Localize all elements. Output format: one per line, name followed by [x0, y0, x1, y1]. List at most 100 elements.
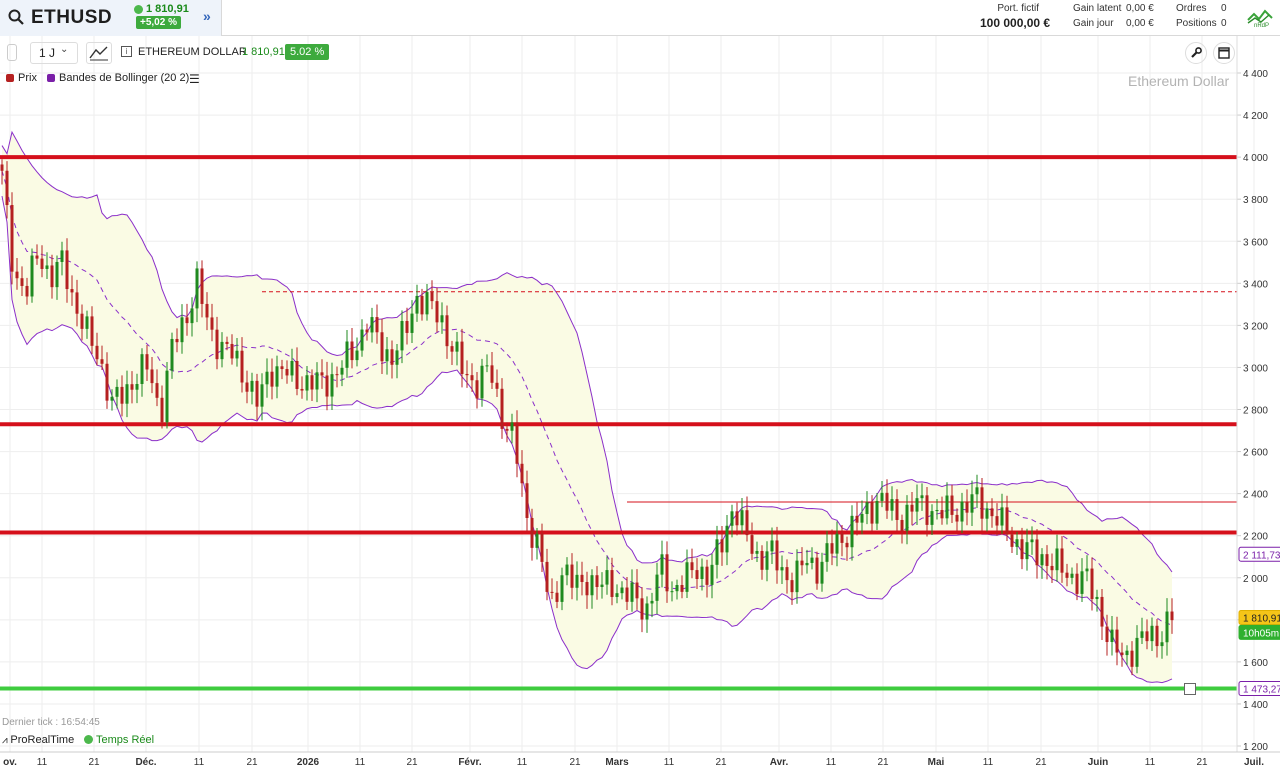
- candle-body: [850, 515, 854, 548]
- y-tick-label: 4 000: [1243, 153, 1268, 164]
- settings-button[interactable]: [1185, 42, 1207, 64]
- info-icon[interactable]: i: [121, 46, 132, 57]
- symbol-change-badge: +5,02 %: [136, 16, 181, 29]
- candle-body: [635, 582, 639, 599]
- bollinger-fill: [2, 132, 1172, 683]
- legend-item-bollinger[interactable]: Bandes de Bollinger (20 2): [47, 72, 189, 84]
- app-logo[interactable]: nRdP: [1245, 4, 1277, 32]
- candle-body: [735, 511, 739, 526]
- scroll-to-end-button[interactable]: [1184, 683, 1196, 695]
- candle-body: [105, 363, 109, 401]
- candle-body: [415, 295, 419, 314]
- candle-body: [295, 360, 299, 389]
- symbol-box[interactable]: ETHUSD 1 810,91 +5,02 % »: [0, 0, 222, 36]
- expand-chevron-icon[interactable]: »: [203, 8, 211, 24]
- legend-item-price[interactable]: Prix: [6, 72, 37, 84]
- legend-bollinger-swatch: [47, 74, 55, 83]
- candle-body: [430, 292, 434, 302]
- horizontal-lines: [0, 155, 1237, 691]
- candle-body: [560, 575, 564, 602]
- candle-body: [1110, 629, 1114, 643]
- portfolio-value: 100 000,00 €: [980, 16, 1051, 30]
- candle-body: [1080, 571, 1084, 594]
- candle-body: [860, 514, 864, 523]
- candle-body: [710, 564, 714, 585]
- candle-body: [0, 164, 4, 171]
- instrument-price: 1 810,91: [242, 46, 285, 58]
- candle-body: [1120, 652, 1124, 656]
- candle-body: [585, 581, 589, 596]
- candle-body: [115, 386, 119, 397]
- provider-logo-icon: ⩘: [2, 735, 11, 746]
- symbol-name[interactable]: ETHUSD: [31, 7, 113, 28]
- candle-body: [410, 313, 414, 333]
- x-tick-label: Mai: [928, 757, 945, 768]
- candle-body: [1000, 507, 1004, 526]
- price-tag-label: 10h05m: [1243, 628, 1279, 639]
- x-tick-label: 11: [826, 757, 837, 768]
- candle-body: [490, 365, 494, 383]
- candle-body: [310, 375, 314, 390]
- candle-body: [65, 250, 69, 290]
- candle-body: [195, 268, 199, 309]
- candle-body: [125, 384, 129, 404]
- period-value: 1 J: [39, 46, 56, 60]
- candle-body: [455, 341, 459, 352]
- legend-menu-icon[interactable]: ☰: [189, 72, 200, 86]
- candle-body: [335, 374, 339, 376]
- candle-body: [1100, 596, 1104, 627]
- candle-body: [565, 564, 569, 576]
- candle-body: [95, 345, 99, 360]
- x-tick-label: 21: [569, 757, 581, 768]
- x-tick-label: Juin: [1088, 757, 1109, 768]
- candle-body: [190, 308, 194, 324]
- positions-label[interactable]: Positions: [1176, 18, 1217, 29]
- y-tick-label: 2 000: [1243, 574, 1268, 585]
- window-button[interactable]: [1213, 42, 1235, 64]
- candle-body: [180, 317, 184, 343]
- candle-body: [930, 511, 934, 525]
- candle-body: [340, 367, 344, 375]
- chevron-down-icon: ⌄: [60, 44, 69, 55]
- x-tick-label: ov.: [3, 757, 17, 768]
- ordres-label[interactable]: Ordres: [1176, 3, 1207, 14]
- drag-handle-icon[interactable]: [7, 44, 17, 61]
- candle-body: [980, 487, 984, 519]
- candle-body: [110, 396, 114, 401]
- search-icon[interactable]: [8, 9, 24, 25]
- candle-body: [30, 255, 34, 297]
- wrench-icon: [1191, 47, 1202, 58]
- gain-latent-label: Gain latent: [1073, 3, 1122, 14]
- candle-body: [215, 329, 219, 360]
- candle-body: [1165, 611, 1169, 643]
- candle-body: [915, 498, 919, 512]
- candle-body: [765, 551, 769, 570]
- candle-body: [1085, 568, 1089, 572]
- candle-body: [855, 515, 859, 523]
- chart-type-button[interactable]: [86, 42, 112, 64]
- legend-price-swatch: [6, 74, 14, 83]
- candle-body: [525, 483, 529, 518]
- candles: [0, 159, 1174, 676]
- y-tick-label: 2 200: [1243, 532, 1268, 543]
- candle-body: [305, 375, 309, 391]
- candle-body: [750, 535, 754, 554]
- candle-body: [990, 508, 994, 517]
- candle-body: [360, 329, 364, 351]
- instrument-change-badge: 5.02 %: [285, 44, 330, 60]
- y-tick-label: 4 200: [1243, 111, 1268, 122]
- candle-body: [210, 317, 214, 330]
- candle-body: [1040, 554, 1044, 566]
- candle-body: [285, 369, 289, 376]
- candle-body: [720, 539, 724, 553]
- candle-body: [40, 258, 44, 269]
- candle-body: [725, 525, 729, 553]
- candle-body: [810, 557, 814, 563]
- candle-body: [620, 587, 624, 594]
- candle-body: [1075, 573, 1079, 594]
- period-select[interactable]: 1 J: [30, 42, 78, 64]
- x-tick-label: Juil.: [1244, 757, 1264, 768]
- price-tag-label: 1 473,27: [1243, 685, 1280, 696]
- candle-body: [890, 499, 894, 511]
